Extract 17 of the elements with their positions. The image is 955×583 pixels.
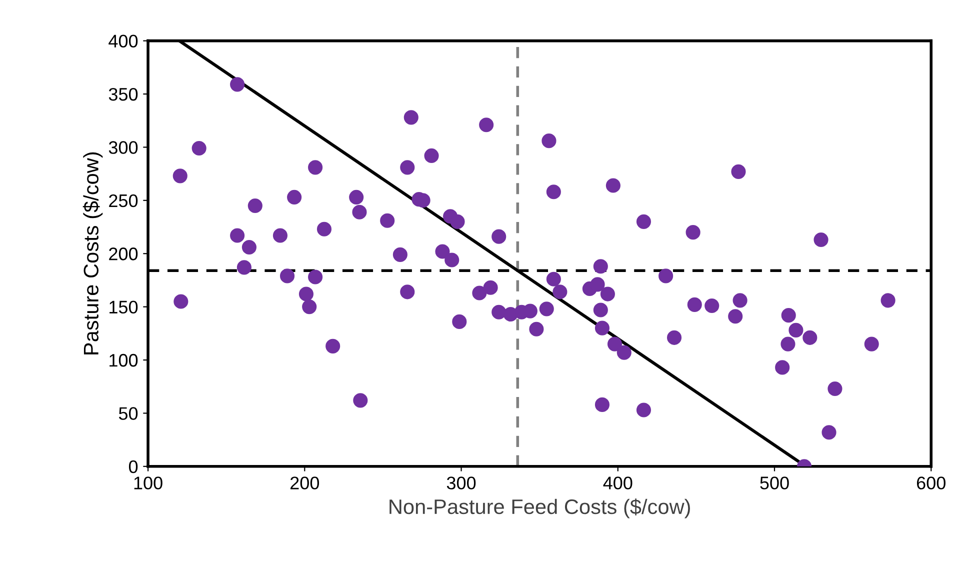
y-tick-label: 150 (110, 300, 138, 314)
y-axis-title: Pasture Costs ($/cow) (82, 152, 103, 354)
y-tick-label: 400 (108, 34, 138, 48)
x-tick-label: 100 (134, 476, 162, 490)
y-tick-label: 100 (110, 354, 138, 367)
x-axis-title: Non-Pasture Feed Costs ($/cow) (390, 498, 690, 518)
y-tick-label: 0 (128, 460, 138, 474)
y-tick-label: 250 (109, 194, 138, 208)
y-tick-label: 200 (109, 248, 138, 260)
x-tick-label: 600 (916, 476, 946, 490)
y-tick-label: 350 (108, 88, 138, 101)
x-tick-label: 500 (760, 476, 789, 490)
x-tick-label: 200 (290, 476, 320, 490)
x-tick-label: 400 (603, 476, 632, 490)
y-tick-label: 50 (118, 407, 138, 420)
y-tick-label: 300 (108, 141, 138, 154)
x-tick-label: 300 (446, 476, 476, 490)
